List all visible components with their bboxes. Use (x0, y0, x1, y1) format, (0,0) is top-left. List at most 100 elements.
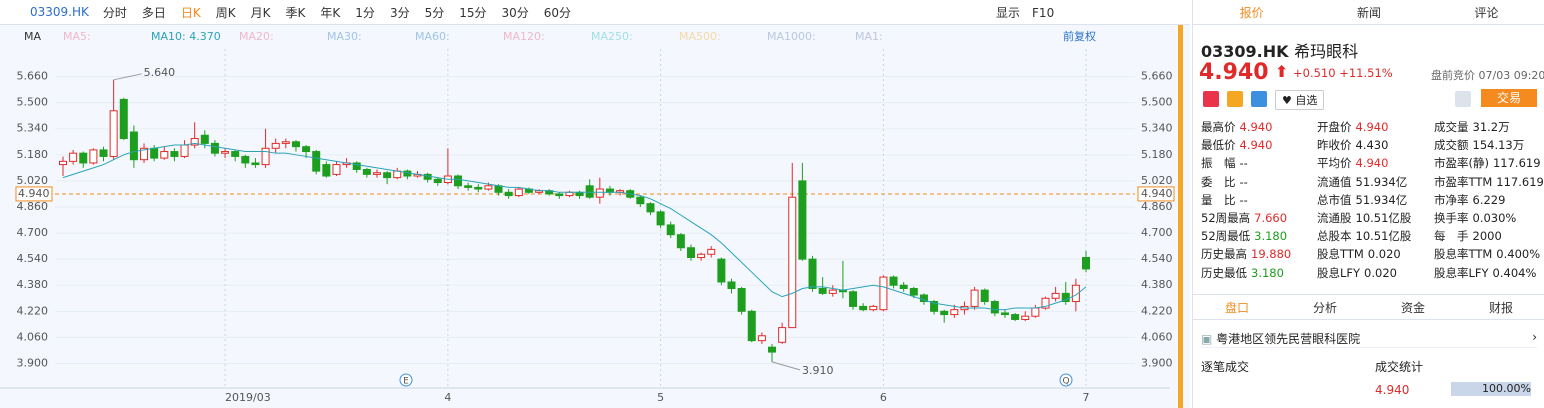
stat: 开盘价 4.940 (1317, 119, 1388, 135)
candle-body (980, 289, 989, 303)
stat-label: 市盈率TTM (1434, 174, 1493, 189)
period-tab[interactable]: 60分 (543, 5, 572, 20)
stat-label: 昨收价 (1317, 138, 1352, 153)
y-tick-label-right: 3.900 (1141, 356, 1173, 369)
candle-body (666, 224, 675, 236)
stat-value: 4.940 (1239, 138, 1273, 153)
period-tab[interactable]: 5分 (424, 5, 445, 20)
bottom-tab[interactable]: 财报 (1488, 300, 1513, 315)
candle-body (838, 289, 847, 293)
period-tab[interactable]: 30分 (501, 5, 529, 20)
panel-tab[interactable]: 评论 (1474, 5, 1499, 20)
y-tick-label: 4.860 (17, 200, 49, 213)
stat: 总股本 10.51亿股 (1317, 228, 1411, 244)
toolbar-right: 显示 F10 (996, 4, 1054, 21)
bell-icon[interactable] (1455, 91, 1471, 107)
stat: 股息率TTM 0.400% (1434, 246, 1540, 262)
stat: 成交量 31.2万 (1434, 119, 1510, 135)
stat: 股息TTM 0.020 (1317, 246, 1401, 262)
stat-value: 51.934亿 (1355, 192, 1408, 207)
x-tick-label: 4 (444, 391, 451, 404)
x-tick-label: 6 (880, 391, 887, 404)
candle-body (676, 234, 685, 249)
candle-body (1011, 314, 1020, 320)
watch-button[interactable]: ♥ 自选 (1275, 90, 1325, 110)
event-icon (399, 373, 413, 387)
candle-body (119, 98, 128, 140)
y-tick-label: 5.180 (17, 148, 49, 161)
event-icon-label: Q (1062, 377, 1069, 387)
candle-body (828, 289, 837, 294)
event-icon-label: E (403, 377, 409, 387)
candle-body (474, 186, 483, 190)
candle-body (291, 141, 300, 148)
tag-icon (1251, 91, 1267, 107)
candle-body (69, 152, 78, 162)
trade-button[interactable]: 交易 (1481, 89, 1537, 107)
y-tick-label-right: 4.220 (1141, 304, 1173, 317)
stat: 振 幅 -- (1201, 155, 1248, 171)
candle-body (1000, 312, 1009, 316)
stat-value: 0.404% (1492, 265, 1537, 280)
candle-body (504, 191, 513, 197)
panel-tab[interactable]: 报价 (1239, 5, 1264, 20)
stat-value: 6.229 (1472, 192, 1506, 207)
stat-value: 0.020 (1367, 247, 1401, 262)
candle-body (646, 203, 655, 213)
stat-value: 7.660 (1254, 211, 1288, 225)
candle-body (89, 149, 98, 164)
candle-body (251, 162, 260, 166)
sector: 粤港地区领先民营眼科医院 (1216, 332, 1361, 346)
period-tab[interactable]: 1分 (355, 5, 375, 20)
period-tab[interactable]: 月K (250, 5, 271, 20)
candle-body (514, 188, 523, 197)
period-tab[interactable]: 年K (320, 5, 341, 20)
period-tab[interactable]: 周K (215, 5, 236, 20)
trade-price: 4.940 (1375, 383, 1410, 397)
period-tab[interactable]: 季K (285, 5, 306, 20)
period-tab[interactable]: 分时 (102, 5, 127, 20)
stat: 52周最低 3.180 (1201, 228, 1287, 244)
candle-body (747, 310, 756, 342)
candle-body (585, 185, 594, 198)
bottom-tab[interactable]: 资金 (1400, 300, 1425, 315)
adjust-button[interactable]: 前复权 (1063, 30, 1096, 43)
bottom-tab[interactable]: 分析 (1312, 300, 1337, 315)
candle-body (788, 196, 797, 329)
candle-body (595, 188, 604, 198)
y-tick-label-right: 5.340 (1141, 122, 1173, 135)
y-tick-label: 3.900 (17, 356, 49, 369)
stat-value: 0.400% (1496, 247, 1541, 262)
candle-body (261, 147, 270, 166)
panel-tab[interactable]: 新闻 (1356, 5, 1381, 20)
period-tab[interactable]: 多日 (141, 5, 166, 20)
y-tick-label-right: 4.380 (1141, 278, 1173, 291)
candle-body (778, 327, 787, 343)
sector-row[interactable]: ▣ 粤港地区领先民营眼科医院 › (1201, 330, 1537, 348)
bottom-tab[interactable]: 盘口 (1224, 300, 1249, 315)
stat-value: 4.940 (1355, 156, 1389, 171)
candle-body (79, 152, 88, 164)
display-button[interactable]: 显示 (996, 5, 1021, 20)
hk-icon (1203, 91, 1219, 107)
candle-body (697, 253, 706, 259)
period-tab[interactable]: 15分 (459, 5, 487, 20)
period-tab[interactable]: 日K (180, 5, 201, 20)
stat: 每 手 2000 (1434, 228, 1502, 244)
y-tick-label-right: 4.700 (1141, 226, 1173, 239)
ref-label: 4.940 (18, 187, 50, 200)
y-tick-label-right: 5.020 (1141, 174, 1173, 187)
stat-label: 最低价 (1201, 138, 1236, 153)
period-tab[interactable]: 3分 (389, 5, 410, 20)
trade-pct: 100.00% (1451, 382, 1531, 396)
x-tick-label: 2019/03 (225, 391, 271, 404)
candle-body (150, 147, 159, 159)
candle-body (605, 188, 614, 193)
stat-label: 成交量 (1434, 120, 1469, 134)
candle-body (990, 301, 999, 314)
candle-body (383, 172, 392, 179)
stat-value: 4.940 (1355, 120, 1389, 134)
candle-body (1082, 257, 1090, 270)
f10-button[interactable]: F10 (1032, 5, 1055, 20)
